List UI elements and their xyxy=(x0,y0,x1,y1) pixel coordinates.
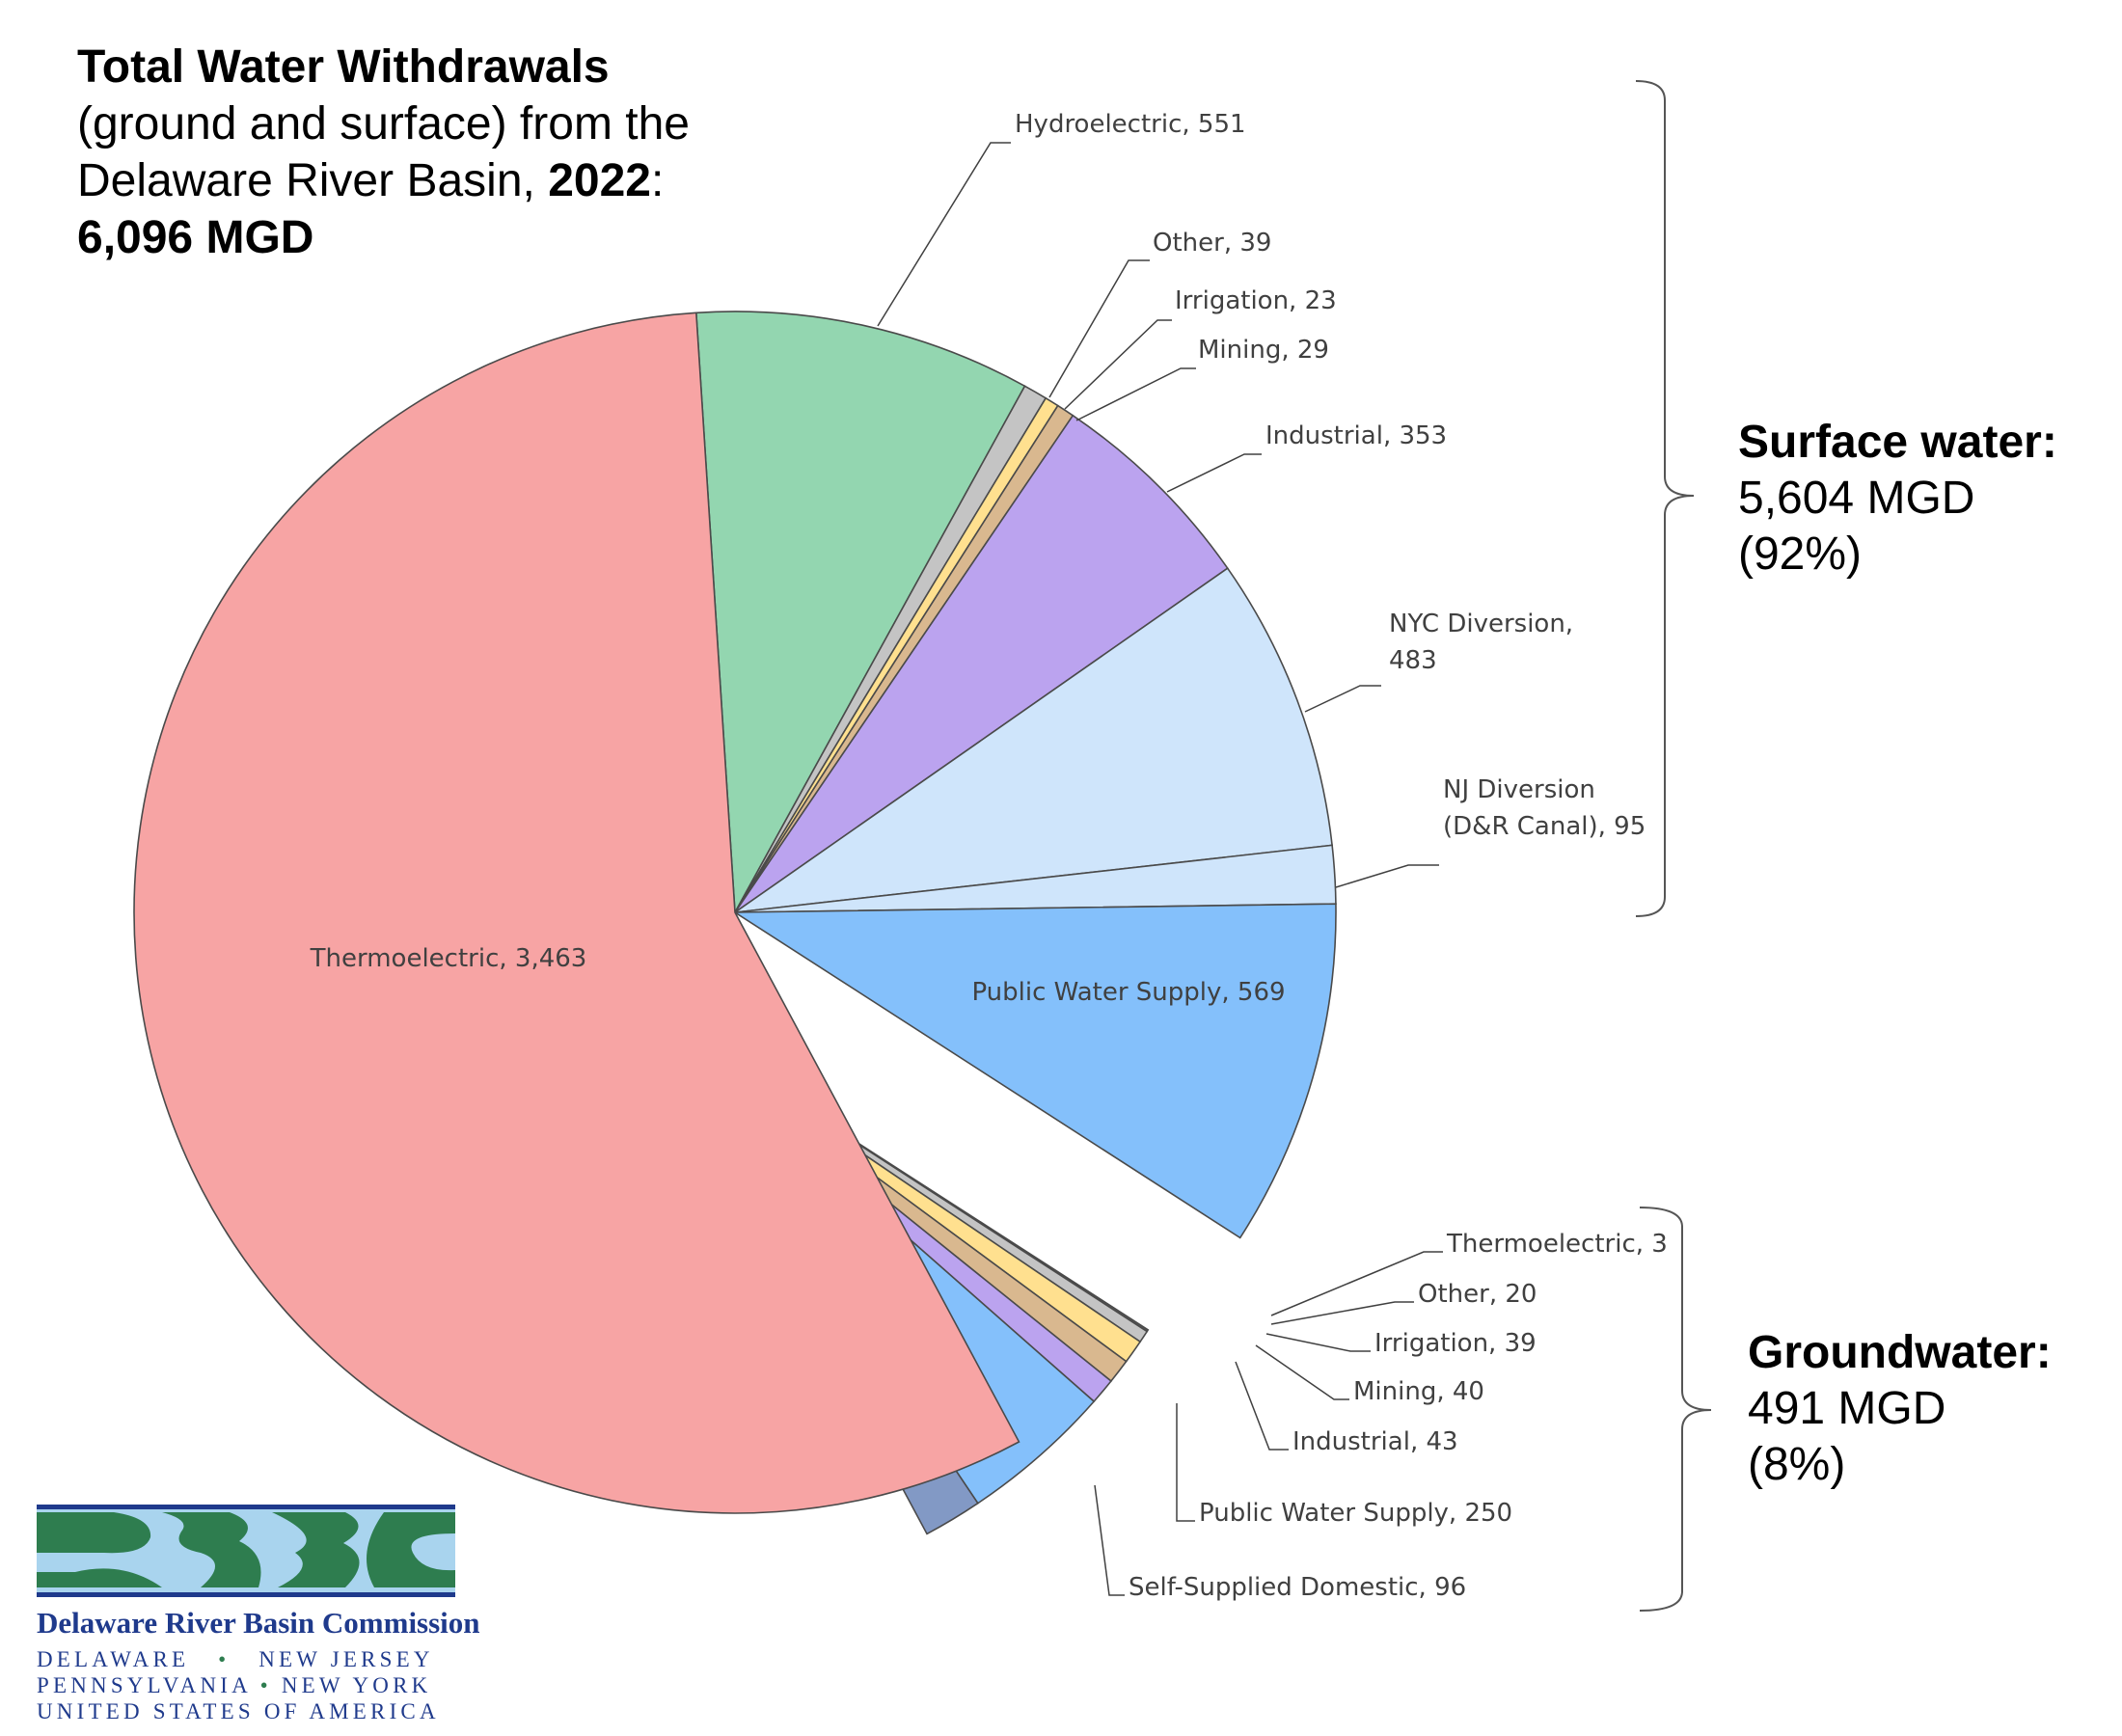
logo-country: UNITED STATES OF AMERICA xyxy=(37,1699,440,1723)
title-line-3-prefix: Delaware River Basin, xyxy=(77,155,549,206)
leader-line xyxy=(1255,1344,1349,1400)
title-line-3-suffix: : xyxy=(650,155,665,206)
surface-water-label: Surface water: 5,604 MGD (92%) xyxy=(1738,415,2057,583)
slice-label: 483 xyxy=(1389,646,1437,675)
leader-line xyxy=(1335,864,1439,888)
leader-line xyxy=(1235,1361,1289,1451)
leader-line xyxy=(877,142,1011,327)
slice-label: Irrigation, 39 xyxy=(1374,1329,1537,1358)
groundwater-percent: (8%) xyxy=(1748,1439,1846,1490)
surface-bracket xyxy=(1635,80,1695,917)
slice-label: (D&R Canal), 95 xyxy=(1443,812,1646,841)
pie-slice-surface-thermoelectric xyxy=(133,312,1020,1514)
bullet-icon: • xyxy=(199,1647,250,1671)
groundwater-heading: Groundwater: xyxy=(1748,1327,2052,1378)
pie-slice-surface-hydroelectric xyxy=(694,311,1026,915)
slice-label: Thermoelectric, 3 xyxy=(1446,1230,1668,1259)
slice-label: Industrial, 353 xyxy=(1265,421,1447,450)
logo-states-row-2: PENNSYLVANIA • NEW YORK xyxy=(37,1672,461,1698)
slice-label: Mining, 29 xyxy=(1198,336,1329,365)
title-line-1: Total Water Withdrawals xyxy=(77,41,610,93)
brackets xyxy=(1635,80,1712,1612)
surface-water-percent: (92%) xyxy=(1738,529,1863,580)
slice-label: NJ Diversion xyxy=(1443,775,1595,804)
slice-label: Industrial, 43 xyxy=(1292,1427,1458,1456)
logo-state-pennsylvania: PENNSYLVANIA xyxy=(37,1673,251,1697)
leader-line xyxy=(1265,1333,1371,1352)
logo-state-new-york: NEW YORK xyxy=(281,1673,432,1697)
title-line-2: (ground and surface) from the xyxy=(77,98,690,149)
slice-label: Irrigation, 23 xyxy=(1175,286,1337,315)
logo-name: Delaware River Basin Commission xyxy=(37,1606,480,1640)
slice-label: Other, 20 xyxy=(1418,1280,1537,1309)
pie-slice-surface-nyc-diversion xyxy=(734,567,1333,913)
chart-title: Total Water Withdrawals (ground and surf… xyxy=(77,39,690,266)
slice-label: Public Water Supply, 569 xyxy=(971,978,1285,1007)
slice-label: Mining, 40 xyxy=(1353,1377,1484,1406)
logo-state-delaware: DELAWARE xyxy=(37,1647,190,1671)
drbc-logo: Delaware River Basin Commission DELAWARE… xyxy=(37,1505,480,1724)
slice-label: Self-Supplied Domestic, 96 xyxy=(1129,1573,1466,1602)
leader-line xyxy=(1270,1251,1443,1316)
leader-line xyxy=(1176,1403,1195,1522)
logo-states-row-1: DELAWARE • NEW JERSEY xyxy=(37,1646,461,1672)
slice-label: Other, 39 xyxy=(1153,229,1271,258)
slice-label: Hydroelectric, 551 xyxy=(1015,110,1246,139)
slice-label: Public Water Supply, 250 xyxy=(1199,1499,1512,1528)
leader-line xyxy=(1075,367,1196,421)
pie-slices xyxy=(133,311,1337,1535)
surface-water-heading: Surface water: xyxy=(1738,417,2057,468)
bullet-icon: • xyxy=(259,1673,272,1697)
groundwater-label: Groundwater: 491 MGD (8%) xyxy=(1748,1325,2052,1493)
pie-slice-surface-industrial xyxy=(734,414,1229,913)
title-total: 6,096 MGD xyxy=(77,212,314,263)
groundwater-bracket xyxy=(1639,1207,1712,1612)
groundwater-value: 491 MGD xyxy=(1748,1383,1946,1434)
leader-line xyxy=(1048,259,1150,398)
surface-water-value: 5,604 MGD xyxy=(1738,473,1975,524)
logo-state-new-jersey: NEW JERSEY xyxy=(258,1647,434,1671)
slice-label: NYC Diversion, xyxy=(1389,610,1573,638)
pie-slice-surface-public-water-supply xyxy=(732,903,1337,1239)
slice-labels: Hydroelectric, 551 Other, 39 Irrigation, 2… xyxy=(310,110,1668,1602)
leader-line xyxy=(1304,685,1381,713)
leader-line xyxy=(1094,1484,1125,1596)
drbc-logo-graphic xyxy=(37,1505,455,1597)
leader-lines xyxy=(877,142,1443,1596)
leader-line xyxy=(1166,453,1262,493)
leader-line xyxy=(1270,1301,1414,1325)
leader-line xyxy=(1064,319,1172,410)
slice-label: Thermoelectric, 3,463 xyxy=(310,944,587,973)
title-year: 2022 xyxy=(548,155,651,206)
